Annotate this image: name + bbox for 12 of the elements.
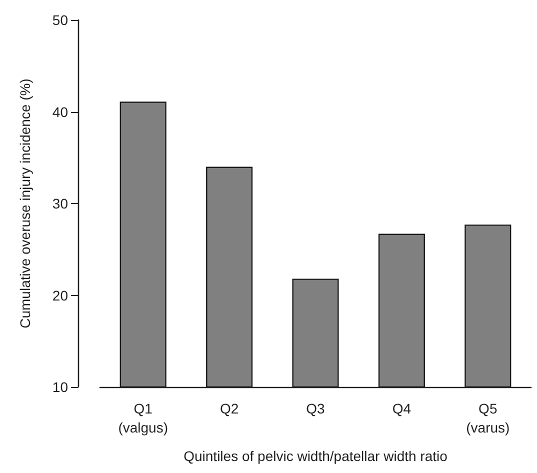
x-tick-label: Q5 (varus) <box>466 400 510 436</box>
y-tick-label: 30 <box>52 196 68 212</box>
y-tick-label: 20 <box>52 287 68 304</box>
x-tick-label: Q2 <box>220 400 239 416</box>
y-tick-label: 50 <box>52 12 68 28</box>
x-tick-label: Q1 (valgus) <box>118 400 168 436</box>
x-tick-label: Q3 <box>306 400 326 416</box>
y-tick-label: 40 <box>52 104 68 120</box>
y-axis-title: Cumulative overuse injury incidence (%) <box>17 78 33 328</box>
y-tick-label: 10 <box>52 379 68 395</box>
x-tick-label: Q4 <box>392 400 412 416</box>
x-axis-title: Quintiles of pelvic width/patellar width ratio <box>184 448 448 464</box>
